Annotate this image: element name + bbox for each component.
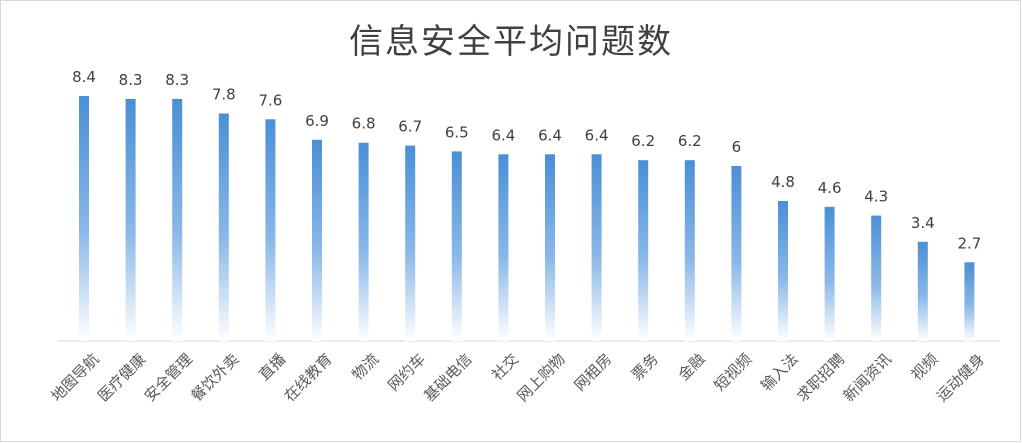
category-label-9: 基础电信 <box>420 350 475 405</box>
bar-3 <box>172 98 183 342</box>
category-label-5: 直播 <box>255 350 289 384</box>
bars-group <box>79 96 975 342</box>
category-label-18: 新闻资讯 <box>840 350 895 405</box>
value-label-11: 6.4 <box>538 126 562 144</box>
category-label-1: 地图导航 <box>48 350 103 405</box>
value-labels-group: 8.4 8.3 8.3 7.8 7.6 6.9 6.8 6.7 6.5 6.4 6.4 6.4 6.2 6… <box>72 68 981 252</box>
category-label-13: 票务 <box>628 350 662 384</box>
bar-19 <box>917 241 928 341</box>
value-label-6: 6.9 <box>305 112 329 130</box>
bar-15 <box>731 166 742 341</box>
bar-2 <box>125 98 136 342</box>
value-label-2: 8.3 <box>119 71 143 89</box>
value-label-7: 6.8 <box>352 115 376 133</box>
bar-13 <box>638 160 649 341</box>
value-label-4: 7.8 <box>212 86 236 104</box>
category-label-10: 社交 <box>488 350 522 384</box>
value-label-10: 6.4 <box>491 126 515 144</box>
bar-6 <box>312 139 322 342</box>
category-label-19: 视频 <box>908 350 942 384</box>
value-label-3: 8.3 <box>165 71 189 89</box>
bar-8 <box>405 145 416 341</box>
category-label-14: 金融 <box>675 350 709 384</box>
bar-7 <box>358 142 369 341</box>
value-label-12: 6.4 <box>585 126 609 144</box>
category-label-11: 网上购物 <box>514 350 569 405</box>
value-label-19: 3.4 <box>911 214 935 232</box>
chart-title: 信息安全平均问题数 <box>349 22 673 62</box>
value-label-16: 4.8 <box>771 173 795 191</box>
bar-1 <box>79 96 89 341</box>
category-label-20: 运动健身 <box>933 350 988 405</box>
category-label-6: 在线教育 <box>281 350 336 405</box>
bar-10 <box>498 154 509 341</box>
value-label-9: 6.5 <box>445 123 469 141</box>
bar-20 <box>964 262 975 342</box>
category-label-16: 输入法 <box>757 350 802 395</box>
bar-12 <box>591 154 602 341</box>
value-label-14: 6.2 <box>678 132 702 150</box>
value-label-13: 6.2 <box>631 132 655 150</box>
bar-9 <box>451 151 462 341</box>
value-label-5: 7.6 <box>258 91 282 109</box>
category-label-17: 求职招聘 <box>793 350 848 405</box>
bar-5 <box>265 119 276 341</box>
value-label-8: 6.7 <box>398 118 422 136</box>
category-label-12: 网租房 <box>571 350 616 395</box>
value-label-15: 6 <box>732 138 742 156</box>
category-label-8: 网约车 <box>384 350 429 395</box>
category-label-4: 餐饮外卖 <box>187 350 242 405</box>
value-label-20: 2.7 <box>957 234 981 252</box>
value-label-18: 4.3 <box>864 188 888 206</box>
bar-14 <box>684 160 695 341</box>
category-label-15: 短视频 <box>711 350 756 395</box>
value-label-1: 8.4 <box>72 68 96 86</box>
value-label-17: 4.6 <box>818 179 842 197</box>
bar-11 <box>545 154 555 341</box>
category-label-3: 安全管理 <box>141 350 196 405</box>
bar-18 <box>871 215 882 341</box>
bar-4 <box>218 113 229 341</box>
category-label-7: 物流 <box>348 350 382 384</box>
bar-16 <box>778 201 788 341</box>
bar-17 <box>824 206 835 341</box>
category-label-2: 医疗健康 <box>94 350 149 405</box>
